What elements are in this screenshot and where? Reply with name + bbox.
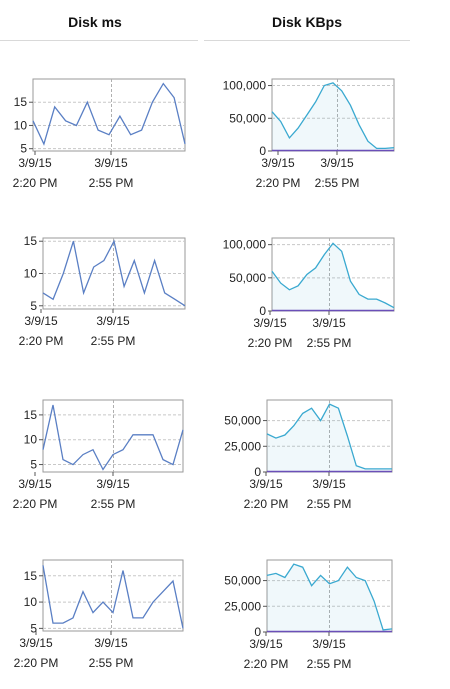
y-tick-label: 25,000 xyxy=(224,599,261,613)
series-line xyxy=(42,565,184,629)
y-tick-label: 25,000 xyxy=(224,439,261,453)
plot-frame xyxy=(42,559,184,632)
chart-1-0[interactable]: 5 10 15 3/9/15 2:20 PM 3/9/15 2:55 PM xyxy=(19,234,186,348)
x-tick-label-date: 3/9/15 xyxy=(312,477,346,491)
y-tick-label: 50,000 xyxy=(229,271,266,285)
chart-3-1[interactable]: 0 25,000 50,000 3/9/15 2:20 PM 3/9/15 2:55 PM xyxy=(224,559,393,671)
x-tick-label-date: 3/9/15 xyxy=(249,637,283,651)
series-line xyxy=(271,242,395,309)
series-area xyxy=(267,564,392,632)
x-tick-label-time: 2:20 PM xyxy=(244,497,289,511)
x-tick-label-date: 3/9/15 xyxy=(96,314,130,328)
plot-frame xyxy=(271,78,395,152)
x-tick-label-date: 3/9/15 xyxy=(19,636,53,650)
x-tick-label-time: 2:20 PM xyxy=(13,176,58,190)
y-tick-label: 0 xyxy=(259,144,266,158)
chart-2-1[interactable]: 0 25,000 50,000 3/9/15 2:20 PM 3/9/15 2:55 PM xyxy=(224,399,393,511)
y-tick-label: 15 xyxy=(24,234,38,248)
x-tick-label-date: 3/9/15 xyxy=(312,316,346,330)
chart-3-0[interactable]: 5 10 15 3/9/15 2:20 PM 3/9/15 2:55 PM xyxy=(14,559,184,670)
series-area xyxy=(267,404,392,472)
header-divider xyxy=(0,40,198,41)
x-tick-label-date: 3/9/15 xyxy=(94,156,128,170)
x-tick-label-time: 2:55 PM xyxy=(307,497,352,511)
x-tick-label-time: 2:55 PM xyxy=(89,656,134,670)
y-tick-label: 100,000 xyxy=(223,238,267,252)
x-tick-label-date: 3/9/15 xyxy=(94,636,128,650)
x-tick-label-date: 3/9/15 xyxy=(312,637,346,651)
y-tick-label: 10 xyxy=(24,433,38,447)
x-tick-label-date: 3/9/15 xyxy=(18,156,52,170)
header-divider xyxy=(204,40,410,41)
y-tick-label: 0 xyxy=(259,304,266,318)
x-tick-label-time: 2:55 PM xyxy=(307,657,352,671)
x-tick-label-date: 3/9/15 xyxy=(320,156,354,170)
y-tick-label: 50,000 xyxy=(224,574,261,588)
x-tick-label-date: 3/9/15 xyxy=(24,314,58,328)
y-tick-label: 5 xyxy=(20,142,27,156)
x-tick-label-time: 2:20 PM xyxy=(19,334,64,348)
x-tick-label-time: 2:20 PM xyxy=(244,657,289,671)
series-line xyxy=(266,403,392,470)
y-tick-label: 5 xyxy=(30,621,37,635)
x-tick-label-time: 2:20 PM xyxy=(256,176,301,190)
y-tick-label: 0 xyxy=(254,625,261,639)
x-tick-label-date: 3/9/15 xyxy=(249,477,283,491)
series-line xyxy=(32,82,186,146)
series-line xyxy=(266,563,393,631)
x-tick-label-time: 2:55 PM xyxy=(315,176,360,190)
y-tick-label: 50,000 xyxy=(224,414,261,428)
x-tick-label-time: 2:20 PM xyxy=(13,497,58,511)
chart-0-1[interactable]: 0 50,000 100,000 3/9/15 2:20 PM 3/9/15 2:55 PM xyxy=(223,78,395,190)
y-tick-label: 5 xyxy=(30,458,37,472)
y-tick-label: 15 xyxy=(24,569,38,583)
y-tick-label: 15 xyxy=(24,408,38,422)
series-area xyxy=(272,243,394,311)
series-line xyxy=(42,404,184,471)
plot-frame xyxy=(32,78,186,152)
x-tick-label-time: 2:20 PM xyxy=(14,656,59,670)
chart-1-1[interactable]: 0 50,000 100,000 3/9/15 2:20 PM 3/9/15 2:55 PM xyxy=(223,237,395,350)
y-tick-label: 15 xyxy=(14,95,28,109)
x-tick-label-date: 3/9/15 xyxy=(96,477,130,491)
y-tick-label: 100,000 xyxy=(223,79,267,93)
x-tick-label-time: 2:55 PM xyxy=(91,497,136,511)
y-tick-label: 5 xyxy=(30,299,37,313)
y-tick-label: 10 xyxy=(24,267,38,281)
y-tick-label: 0 xyxy=(254,465,261,479)
x-tick-label-time: 2:55 PM xyxy=(91,334,136,348)
x-tick-label-date: 3/9/15 xyxy=(18,477,52,491)
y-tick-label: 10 xyxy=(24,595,38,609)
y-tick-label: 10 xyxy=(14,118,28,132)
x-tick-label-date: 3/9/15 xyxy=(261,156,295,170)
x-tick-label-time: 2:55 PM xyxy=(89,176,134,190)
column-header-disk-ms: Disk ms xyxy=(68,14,122,30)
series-line xyxy=(42,239,186,307)
x-tick-label-time: 2:55 PM xyxy=(307,336,352,350)
chart-0-0[interactable]: 5 10 15 3/9/15 2:20 PM 3/9/15 2:55 PM xyxy=(13,78,186,190)
series-line xyxy=(271,82,395,150)
x-tick-label-date: 3/9/15 xyxy=(253,316,287,330)
column-header-disk-kbps: Disk KBps xyxy=(271,14,343,30)
x-tick-label-time: 2:20 PM xyxy=(248,336,293,350)
chart-2-0[interactable]: 5 10 15 3/9/15 2:20 PM 3/9/15 2:55 PM xyxy=(13,399,184,511)
y-tick-label: 50,000 xyxy=(229,111,266,125)
